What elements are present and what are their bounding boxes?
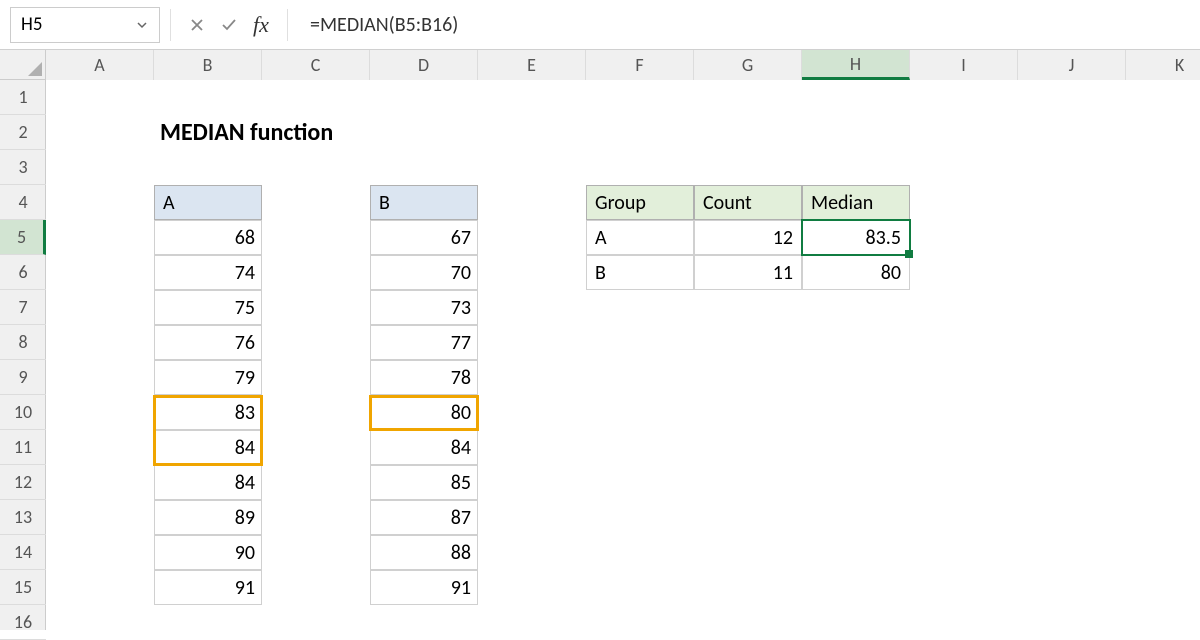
col-b-cell[interactable]: 87	[370, 500, 478, 535]
col-a-cell[interactable]: 74	[154, 255, 262, 290]
col-head-A[interactable]: A	[46, 50, 154, 80]
col-b-cell[interactable]: 88	[370, 535, 478, 570]
row-head-4[interactable]: 4	[0, 185, 46, 220]
summary-group-a[interactable]: A	[586, 220, 694, 255]
col-a-header[interactable]: A	[154, 185, 262, 220]
col-b-cell[interactable]: 80	[370, 395, 478, 430]
col-b-cell[interactable]: 85	[370, 465, 478, 500]
row-head-3[interactable]: 3	[0, 150, 46, 185]
summary-header-group[interactable]: Group	[586, 185, 694, 220]
col-head-H[interactable]: H	[802, 50, 910, 80]
col-head-J[interactable]: J	[1018, 50, 1126, 80]
col-a-cell[interactable]: 79	[154, 360, 262, 395]
name-box[interactable]: H5	[10, 7, 160, 43]
col-b-cell[interactable]: 84	[370, 430, 478, 465]
summary-median-b[interactable]: 80	[802, 255, 910, 290]
col-head-B[interactable]: B	[154, 50, 262, 80]
divider	[287, 9, 288, 41]
col-b-cell[interactable]: 78	[370, 360, 478, 395]
spreadsheet-grid: ABCDEFGHIJK 12345678910111213141516 MEDI…	[0, 50, 1200, 630]
row-head-5[interactable]: 5	[0, 220, 46, 255]
col-a-cell[interactable]: 68	[154, 220, 262, 255]
summary-count-a[interactable]: 12	[694, 220, 802, 255]
summary-header-count[interactable]: Count	[694, 185, 802, 220]
column-headers: ABCDEFGHIJK	[46, 50, 1200, 80]
col-a-cell[interactable]: 91	[154, 570, 262, 605]
col-head-F[interactable]: F	[586, 50, 694, 80]
col-b-cell[interactable]: 67	[370, 220, 478, 255]
col-a-cell[interactable]: 83	[154, 395, 262, 430]
row-headers: 12345678910111213141516	[0, 80, 46, 630]
col-b-cell[interactable]: 91	[370, 570, 478, 605]
row-head-1[interactable]: 1	[0, 80, 46, 115]
col-b-header[interactable]: B	[370, 185, 478, 220]
row-head-9[interactable]: 9	[0, 360, 46, 395]
cancel-icon[interactable]	[181, 9, 213, 41]
col-head-I[interactable]: I	[910, 50, 1018, 80]
row-head-16[interactable]: 16	[0, 605, 46, 640]
summary-header-median[interactable]: Median	[802, 185, 910, 220]
row-head-14[interactable]: 14	[0, 535, 46, 570]
select-all-corner[interactable]	[0, 50, 46, 80]
cells-area: MEDIAN function A B Group Count Median A…	[46, 80, 1200, 630]
summary-group-b[interactable]: B	[586, 255, 694, 290]
row-head-10[interactable]: 10	[0, 395, 46, 430]
col-head-C[interactable]: C	[262, 50, 370, 80]
col-a-cell[interactable]: 84	[154, 465, 262, 500]
fx-icon[interactable]: fx	[245, 9, 277, 41]
col-head-E[interactable]: E	[478, 50, 586, 80]
col-head-D[interactable]: D	[370, 50, 478, 80]
col-head-K[interactable]: K	[1126, 50, 1200, 80]
summary-count-b[interactable]: 11	[694, 255, 802, 290]
col-a-cell[interactable]: 90	[154, 535, 262, 570]
formula-bar: H5 fx =MEDIAN(B5:B16)	[0, 0, 1200, 50]
page-title: MEDIAN function	[154, 115, 454, 150]
col-b-cell[interactable]: 73	[370, 290, 478, 325]
col-b-cell[interactable]: 70	[370, 255, 478, 290]
row-head-2[interactable]: 2	[0, 115, 46, 150]
row-head-11[interactable]: 11	[0, 430, 46, 465]
confirm-icon[interactable]	[213, 9, 245, 41]
name-box-value: H5	[21, 13, 42, 36]
col-head-G[interactable]: G	[694, 50, 802, 80]
col-a-cell[interactable]: 89	[154, 500, 262, 535]
row-head-15[interactable]: 15	[0, 570, 46, 605]
formula-text: =MEDIAN(B5:B16)	[310, 13, 458, 37]
row-head-12[interactable]: 12	[0, 465, 46, 500]
col-a-cell[interactable]: 75	[154, 290, 262, 325]
col-a-cell[interactable]: 84	[154, 430, 262, 465]
summary-median-a[interactable]: 83.5	[802, 220, 910, 255]
row-head-7[interactable]: 7	[0, 290, 46, 325]
row-head-13[interactable]: 13	[0, 500, 46, 535]
divider	[170, 9, 171, 41]
col-a-cell[interactable]: 76	[154, 325, 262, 360]
chevron-down-icon	[135, 18, 149, 32]
col-b-cell[interactable]: 77	[370, 325, 478, 360]
row-head-6[interactable]: 6	[0, 255, 46, 290]
formula-input[interactable]: =MEDIAN(B5:B16)	[298, 7, 1190, 43]
row-head-8[interactable]: 8	[0, 325, 46, 360]
